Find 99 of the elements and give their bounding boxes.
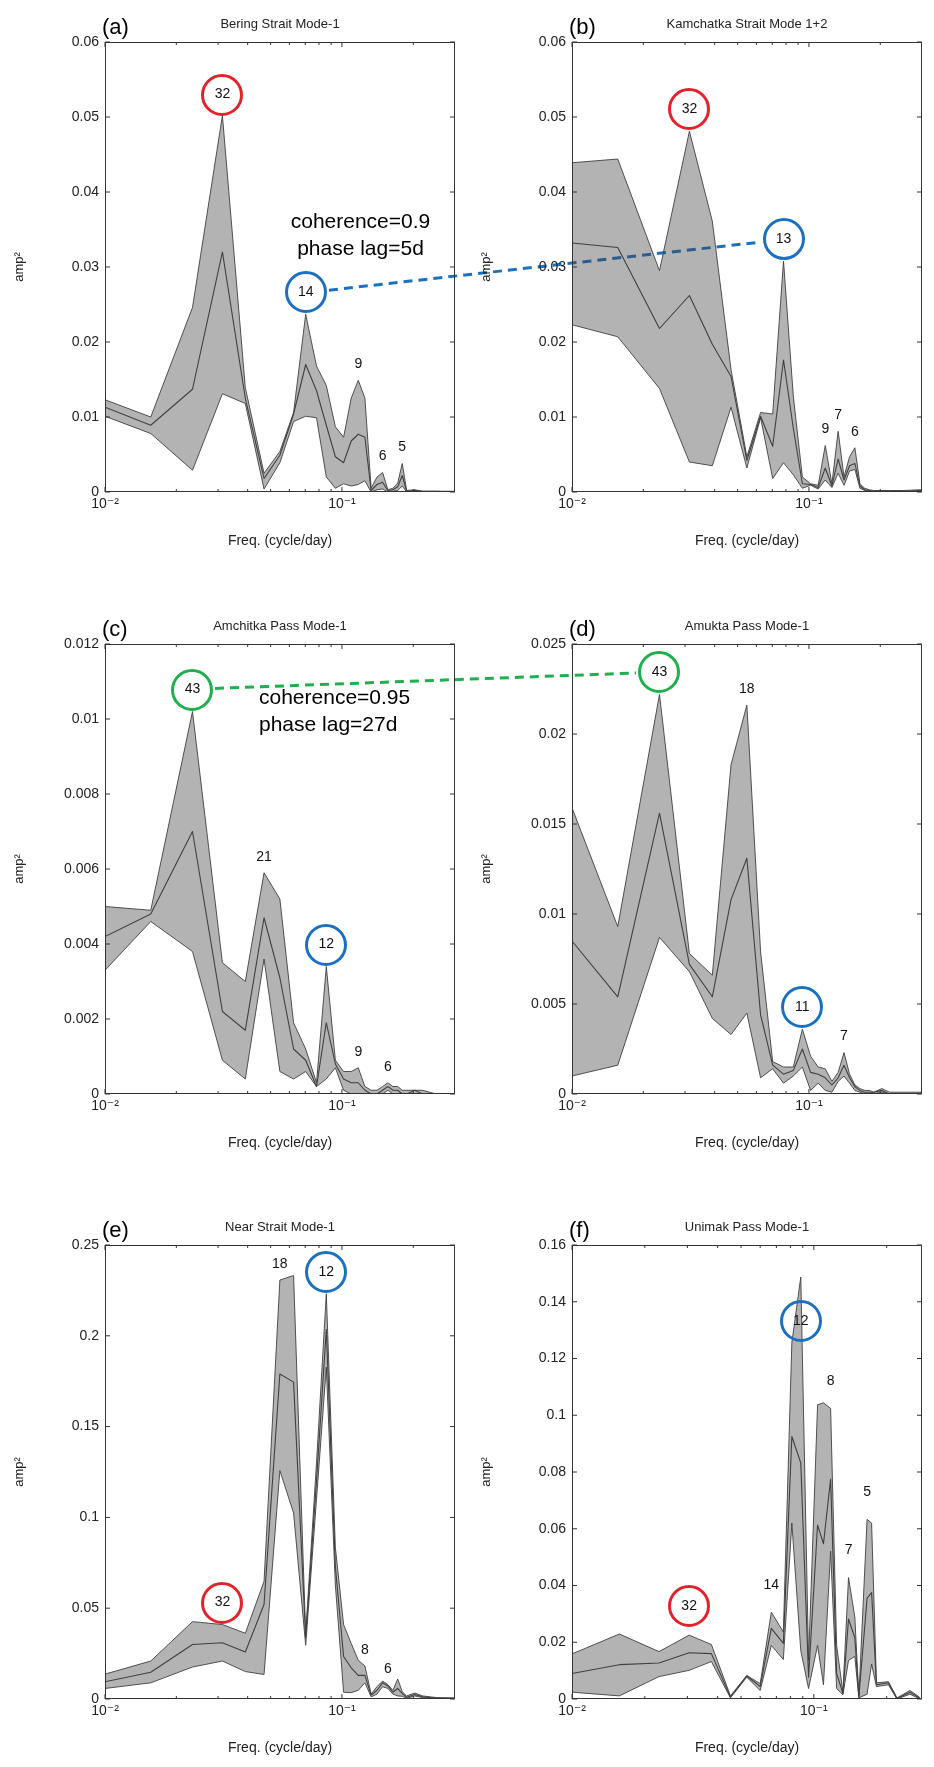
y-tick-label: 0.01 [538,407,567,424]
annotation: 32 [681,100,698,117]
annotation: 7 [834,406,843,423]
y-axis-title: amp² [11,1456,27,1487]
y-tick-label: 0.01 [71,407,100,424]
annotation: 9 [354,1042,363,1059]
x-axis-title: Freq. (cycle/day) [227,1134,333,1151]
x-axis-title: Freq. (cycle/day) [694,532,800,549]
y-tick-label: 0.1 [546,1406,567,1423]
y-tick-label: 0.04 [71,182,100,199]
y-tick-label: 0.14 [538,1292,567,1309]
y-axis-title: amp² [11,251,27,282]
y-tick-label: 0.03 [71,257,100,274]
chart-title: Unimak Pass Mode-1 [684,1219,810,1234]
annotation: 14 [763,1576,780,1593]
text: (a) [102,14,129,39]
y-tick-label: 0.05 [71,1599,100,1616]
y-tick-label: 0.02 [538,332,567,349]
y-tick-label: 0.16 [538,1235,567,1252]
y-tick-label: 0.025 [530,634,567,651]
y-tick-label: 0.06 [538,32,567,49]
x-tick-label: 10⁻¹ [328,495,357,512]
y-tick-label: 0.02 [71,332,100,349]
y-tick-label: 0.005 [530,994,567,1011]
x-tick-label: 10⁻¹ [795,1097,824,1114]
annotation: 21 [256,847,273,864]
annotation: 6 [384,1659,393,1676]
annotation: 12 [792,1311,809,1328]
annotation: 6 [378,447,387,464]
text: (c) [102,616,128,641]
y-tick-label: 0.06 [538,1519,567,1536]
x-tick-label: 10⁻¹ [795,495,824,512]
y-tick-label: 0.04 [538,1576,567,1593]
annotation: 14 [297,283,314,300]
y-tick-label: 0.05 [71,107,100,124]
annotation: 32 [681,1597,698,1614]
chart-title: Amukta Pass Mode-1 [684,618,810,633]
x-tick-label: 10⁻¹ [328,1702,357,1719]
y-tick-label: 0.004 [63,934,100,951]
chart-title: Near Strait Mode-1 [225,1219,335,1234]
text: (d) [569,616,596,641]
y-axis-title: amp² [11,853,27,884]
annotation: 9 [354,355,363,372]
annotation: 32 [214,1593,231,1610]
annotation: 6 [384,1057,393,1074]
y-tick-label: 0.002 [63,1009,100,1026]
x-axis-title: Freq. (cycle/day) [694,1739,800,1756]
y-axis-title: amp² [478,251,494,282]
y-axis-title: amp² [478,1456,494,1487]
annotation: 12 [318,1262,335,1279]
x-tick-label: 10⁻¹ [800,1702,828,1719]
y-tick-label: 0.04 [538,182,567,199]
annotation: 6 [851,422,860,439]
y-tick-label: 0.1 [79,1508,100,1525]
y-tick-label: 0.01 [71,709,100,726]
x-axis-title: Freq. (cycle/day) [694,1134,800,1151]
y-tick-label: 0.01 [538,904,567,921]
annotation: 7 [844,1541,853,1558]
x-tick-label: 10⁻¹ [328,1097,357,1114]
text: (e) [102,1217,129,1242]
y-tick-label: 0.2 [79,1326,100,1343]
y-tick-label: 0.25 [71,1235,100,1252]
chart-title: Bering Strait Mode-1 [220,16,340,31]
y-tick-label: 0.02 [538,1633,567,1650]
annotation: 18 [739,680,755,697]
chart-title: Kamchatka Strait Mode 1+2 [666,16,828,31]
annotation: 43 [184,680,201,697]
y-tick-label: 0.05 [538,107,567,124]
y-tick-label: 0.006 [63,859,100,876]
y-tick-label: 0.12 [538,1349,567,1366]
annotation: 18 [272,1254,288,1271]
y-tick-label: 0.15 [71,1417,100,1434]
text: (f) [569,1217,590,1242]
y-tick-label: 0.02 [538,724,567,741]
y-tick-label: 0.06 [71,32,100,49]
annotation: 12 [318,935,335,952]
y-tick-label: 0.008 [63,784,100,801]
annotation: 7 [840,1027,849,1044]
x-axis-title: Freq. (cycle/day) [227,532,333,549]
annotation: 5 [863,1483,872,1500]
annotation: 5 [398,438,407,455]
text: (b) [569,14,596,39]
y-tick-label: 0.015 [530,814,567,831]
annotation: 32 [214,85,231,102]
annotation: 13 [775,229,792,246]
annotation: 9 [821,420,830,437]
annotation: 43 [651,663,668,680]
y-tick-label: 0.08 [538,1462,567,1479]
x-axis-title: Freq. (cycle/day) [227,1739,333,1756]
annotation: coherence=0.95 [259,684,411,708]
annotation: 8 [826,1372,835,1389]
y-tick-label: 0.012 [63,634,100,651]
annotation: 11 [795,998,810,1015]
annotation: 8 [361,1640,370,1657]
annotation: phase lag=27d [259,711,398,735]
annotation: phase lag=5d [297,235,424,259]
chart-title: Amchitka Pass Mode-1 [213,618,347,633]
y-axis-title: amp² [478,853,494,884]
annotation: coherence=0.9 [290,208,431,232]
